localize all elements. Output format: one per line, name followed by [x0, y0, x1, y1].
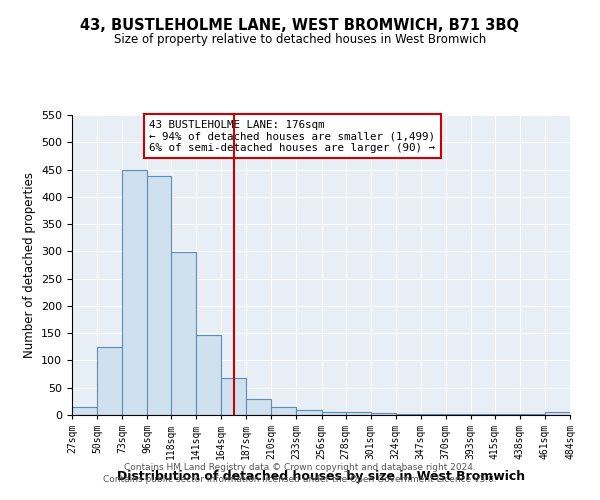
Bar: [346, 412, 371, 415]
Text: Size of property relative to detached houses in West Bromwich: Size of property relative to detached ho…: [114, 32, 486, 46]
Bar: [97, 347, 122, 415]
Bar: [371, 413, 395, 415]
Bar: [395, 414, 421, 415]
Bar: [421, 414, 446, 415]
Bar: [471, 414, 495, 415]
Y-axis label: Number of detached properties: Number of detached properties: [23, 172, 35, 358]
Bar: [446, 414, 471, 415]
Text: 43 BUSTLEHOLME LANE: 176sqm
← 94% of detached houses are smaller (1,499)
6% of s: 43 BUSTLEHOLME LANE: 176sqm ← 94% of det…: [149, 120, 435, 152]
Bar: [545, 412, 570, 415]
Bar: [495, 414, 520, 415]
Text: 43, BUSTLEHOLME LANE, WEST BROMWICH, B71 3BQ: 43, BUSTLEHOLME LANE, WEST BROMWICH, B71…: [80, 18, 520, 32]
X-axis label: Distribution of detached houses by size in West Bromwich: Distribution of detached houses by size …: [117, 470, 525, 484]
Bar: [247, 398, 271, 415]
Bar: [520, 414, 545, 415]
Bar: [196, 336, 221, 415]
Bar: [171, 252, 196, 415]
Bar: [221, 378, 247, 415]
Bar: [271, 407, 296, 415]
Bar: [72, 407, 97, 415]
Bar: [122, 170, 147, 415]
Text: Contains HM Land Registry data © Crown copyright and database right 2024.: Contains HM Land Registry data © Crown c…: [124, 464, 476, 472]
Bar: [147, 176, 171, 415]
Bar: [296, 410, 322, 415]
Bar: [322, 412, 346, 415]
Text: Contains public sector information licensed under the Open Government Licence v3: Contains public sector information licen…: [103, 474, 497, 484]
